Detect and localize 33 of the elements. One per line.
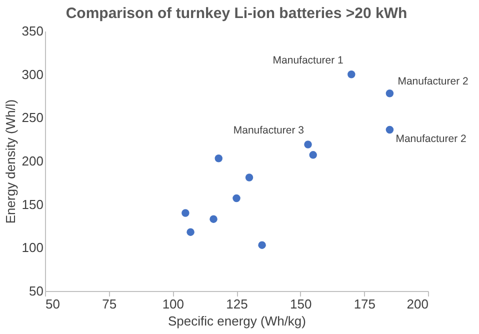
annotation: Manufacturer 2 <box>396 132 466 145</box>
y-tick-label: 100 <box>22 240 44 256</box>
point <box>232 194 240 202</box>
point <box>214 154 222 162</box>
y-tick-label: 50 <box>29 284 44 298</box>
point <box>182 209 190 217</box>
y-axis-title: Energy density (Wh/l) <box>2 99 18 224</box>
point <box>186 228 194 236</box>
annotation: Manufacturer 3 <box>233 124 304 137</box>
point <box>210 215 218 223</box>
x-tick-label: 200 <box>406 296 428 312</box>
x-tick-label: 125 <box>226 296 248 312</box>
x-tick-label: 150 <box>290 296 312 312</box>
point <box>258 241 266 249</box>
y-tick-label: 300 <box>22 66 44 82</box>
x-axis-title: Specific energy (Wh/kg) <box>168 314 306 328</box>
y-tick-label: 200 <box>22 154 44 168</box>
x-tick-label: 75 <box>102 296 117 312</box>
x-tick-label: 50 <box>46 296 60 312</box>
point <box>304 140 312 148</box>
point <box>348 70 356 78</box>
point <box>386 126 394 134</box>
x-tick-label: 100 <box>162 296 184 312</box>
annotation: Manufacturer 1 <box>272 54 344 66</box>
x-tick-label: 175 <box>354 296 376 312</box>
point <box>386 90 394 98</box>
chart-title: Comparison of turnkey Li-ion batteries >20 kWh <box>66 5 408 22</box>
point <box>245 174 254 182</box>
y-tick-label: 250 <box>22 110 44 126</box>
point <box>309 151 317 159</box>
annotation: Manufacturer 2 <box>398 75 468 88</box>
y-tick-label: 150 <box>22 196 44 212</box>
y-tick-label: 350 <box>22 24 44 38</box>
